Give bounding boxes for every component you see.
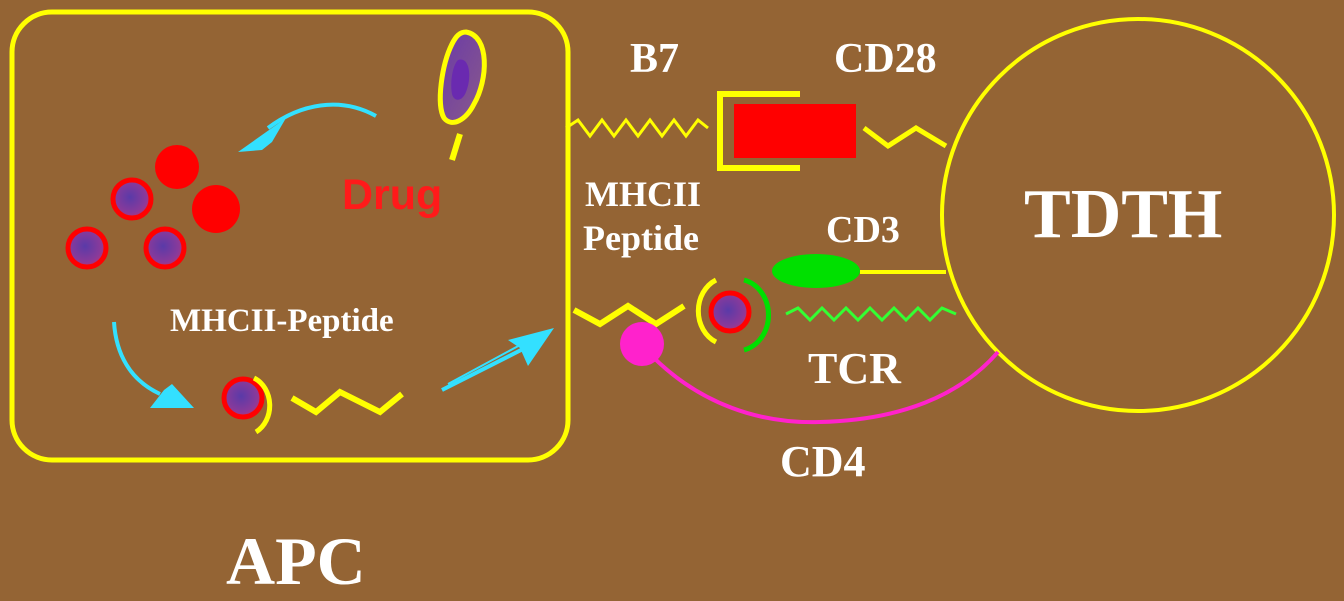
processing-dots (65, 145, 240, 270)
processed-peptide-dot (143, 226, 187, 270)
processed-peptide-dot (110, 177, 154, 221)
peptide-dot (192, 185, 240, 233)
surface-mhcii-zigzag (572, 302, 686, 328)
cd4-label: CD4 (780, 437, 866, 486)
cd3-label: CD3 (826, 209, 900, 251)
cd28-receptor (734, 104, 856, 158)
uptake-arrow (238, 102, 377, 152)
peptide-dot (155, 145, 199, 189)
processed-peptide-dot (65, 226, 109, 270)
export-arrow (441, 328, 554, 392)
apc-label: APC (226, 523, 366, 599)
peptide-label: Peptide (583, 218, 699, 258)
b7-bracket (717, 91, 800, 171)
tcr-label: TCR (808, 344, 901, 393)
mhcii-peptide-inner-label: MHCII-Peptide (170, 303, 394, 339)
apc-cell-boundary (9, 9, 571, 463)
surface-mhcii-peptide-complex (695, 277, 772, 353)
loading-arrow (112, 321, 194, 408)
cd28-stalk (862, 125, 948, 150)
tdth-label: TDTH (1024, 176, 1223, 253)
b7-zigzag (565, 117, 709, 139)
tcr-zigzag (785, 305, 957, 323)
mhcii-label: MHCII (585, 174, 701, 214)
cd3-molecule (772, 254, 860, 288)
cd4-arc (650, 350, 1000, 425)
tdth-cell-boundary (940, 17, 1336, 413)
drug-molecule (437, 29, 487, 161)
drug-label: Drug (342, 171, 443, 219)
inner-mhcii-peptide-complex (221, 375, 404, 435)
cd28-label: CD28 (834, 36, 937, 82)
b7-label: B7 (630, 36, 680, 82)
